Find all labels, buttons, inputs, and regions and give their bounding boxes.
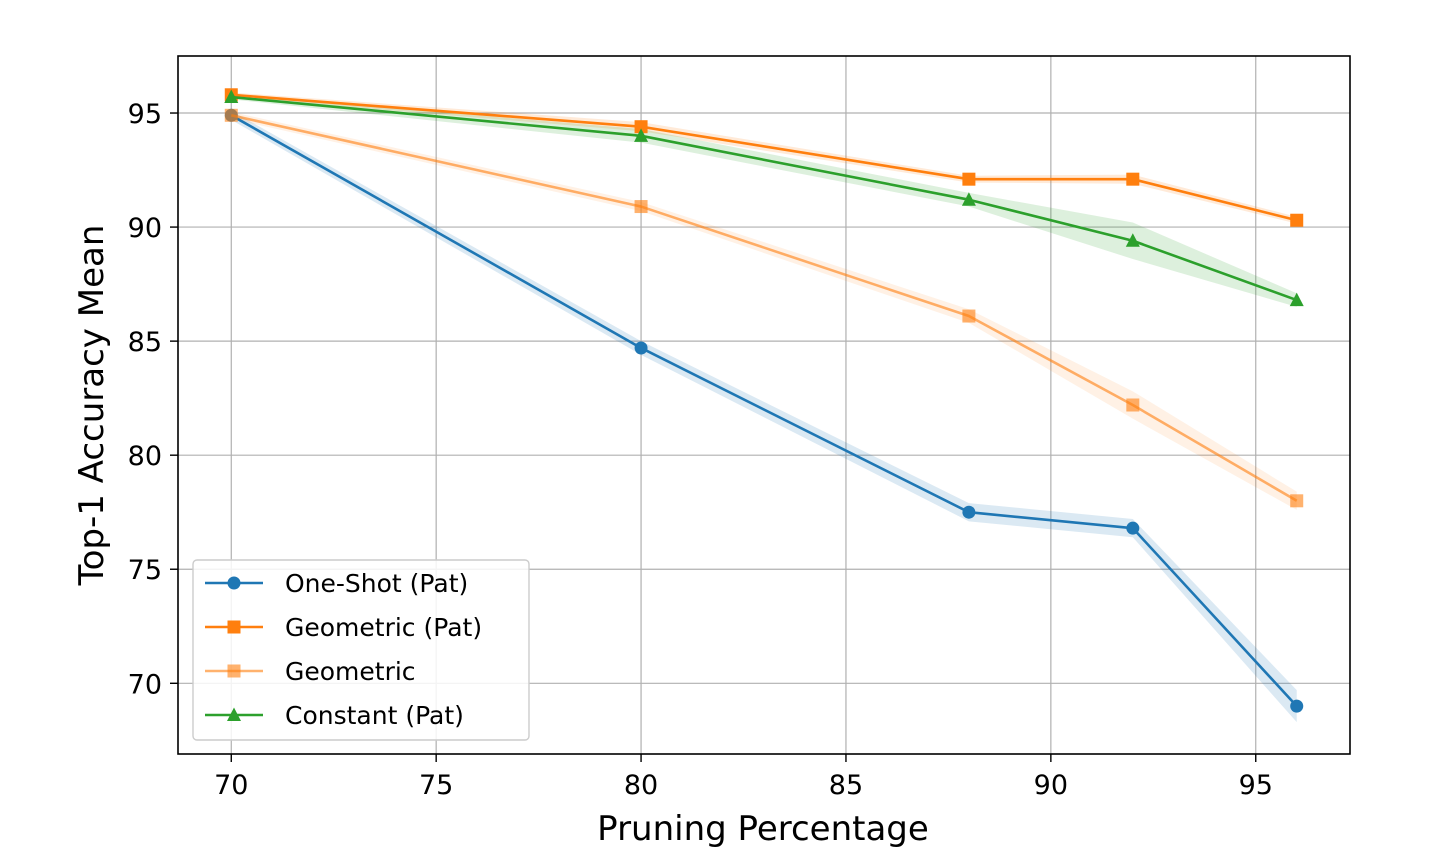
legend-label: Constant (Pat) (285, 701, 464, 730)
y-tick-label: 75 (128, 555, 162, 586)
legend-marker (227, 576, 241, 590)
legend-marker (227, 664, 241, 678)
data-point (1126, 521, 1140, 535)
axis-ticks: 70 75 80 85 90 95 70 75 80 85 90 95 (128, 99, 1273, 801)
data-point (634, 200, 648, 214)
data-point (962, 172, 976, 186)
series-0 (224, 108, 1304, 713)
legend-marker (227, 707, 241, 721)
data-point (224, 108, 238, 122)
data-point (1125, 233, 1140, 247)
band-series-0 (231, 110, 1297, 723)
x-tick-label: 85 (829, 770, 863, 801)
data-point (1290, 699, 1304, 713)
plot-frame (177, 55, 1351, 755)
legend-marker (227, 620, 241, 634)
legend-item: Geometric (Pat) (205, 613, 482, 642)
x-tick-label: 75 (419, 770, 453, 801)
x-tick-label: 80 (624, 770, 658, 801)
data-point (224, 89, 239, 104)
y-tick-label: 95 (128, 99, 162, 130)
data-point (634, 120, 648, 134)
series-line-3 (231, 95, 1298, 302)
x-tick-label: 90 (1034, 770, 1068, 801)
legend-label: Geometric (Pat) (285, 613, 482, 642)
series-lines (224, 88, 1304, 713)
series-3 (224, 89, 1304, 307)
legend-label: One-Shot (Pat) (285, 569, 468, 598)
y-tick-label: 85 (128, 327, 162, 358)
x-axis-label: Pruning Percentage (597, 809, 929, 849)
data-point (962, 505, 976, 519)
legend-label: Geometric (285, 657, 416, 686)
legend: One-Shot (Pat) Geometric (Pat) Geometric Co… (192, 559, 530, 741)
y-tick-label: 90 (128, 213, 162, 244)
legend-item: Geometric (205, 657, 416, 686)
data-point (1126, 398, 1140, 412)
legend-item: One-Shot (Pat) (205, 569, 468, 598)
data-point (1289, 292, 1304, 307)
data-point (1126, 172, 1140, 186)
x-tick-label: 95 (1239, 770, 1273, 801)
band-series-1 (231, 92, 1297, 224)
data-point (962, 309, 976, 323)
confidence-bands (231, 92, 1297, 723)
legend-item: Constant (Pat) (205, 701, 464, 730)
data-point (961, 192, 976, 206)
y-axis-label: Top-1 Accuracy Mean (72, 225, 112, 587)
y-tick-label: 70 (128, 669, 162, 700)
series-2 (224, 108, 1304, 508)
data-point (634, 341, 648, 355)
data-point (1290, 213, 1304, 227)
data-point (1290, 494, 1304, 508)
y-tick-label: 80 (128, 441, 162, 472)
data-point (634, 128, 649, 142)
legend-box (192, 559, 530, 741)
x-tick-label: 70 (214, 770, 248, 801)
band-series-2 (231, 111, 1297, 510)
